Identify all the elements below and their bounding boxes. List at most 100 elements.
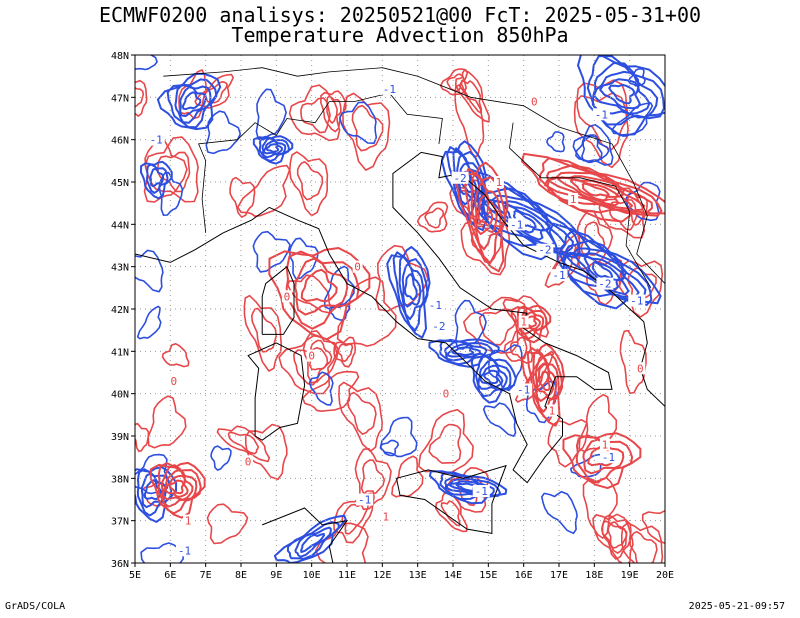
weak-cold-contour	[482, 402, 517, 437]
ligurian-cold-band	[140, 160, 173, 200]
contour-label-text: -1	[178, 544, 191, 557]
weak-warm-contour	[289, 151, 329, 217]
weak-warm-contour-contour	[251, 307, 278, 353]
tyrrhenian-cold-band-contour	[392, 251, 429, 332]
weak-cold-contour-contour	[255, 88, 287, 141]
central-warm-swirl	[268, 247, 371, 341]
weak-cold-contour	[140, 542, 184, 563]
weak-warm-contour-contour	[619, 329, 647, 395]
weak-warm-contour-contour	[460, 209, 511, 276]
weak-cold-contour	[572, 124, 614, 166]
weak-warm-contour	[315, 522, 369, 563]
contour-label-background	[147, 133, 165, 146]
balkan-cold-band-a-contour	[492, 199, 551, 241]
weak-cold-contour	[158, 171, 184, 216]
tyrrhenian-cold-band	[386, 246, 431, 339]
southwest-cold-band-contour	[140, 472, 167, 509]
contour-label: -1	[147, 133, 165, 147]
southwest-cold-band-contour	[135, 466, 178, 523]
contour-label-text: -1	[358, 494, 371, 507]
contour-label-text: 1	[383, 510, 390, 523]
weak-warm-contour-contour	[576, 79, 629, 151]
weak-warm-contour	[161, 343, 190, 368]
weak-warm-contour	[454, 84, 485, 158]
contour-label-background	[596, 277, 614, 290]
balkan-warm-band-contour	[581, 182, 610, 197]
weak-warm-contour-contour	[428, 423, 462, 464]
weak-warm-contour	[147, 395, 187, 449]
weak-warm-contour-contour	[315, 522, 369, 563]
weak-warm-contour-contour	[302, 330, 339, 384]
balkan-cold-band-b	[548, 222, 662, 310]
corsica-coast	[261, 265, 295, 335]
weak-cold-contour	[255, 88, 287, 141]
contour-label-text: -2	[538, 244, 551, 257]
weak-warm-contour-contour	[454, 69, 490, 123]
calabria-cold-band-contour	[475, 354, 512, 398]
contour-label-background	[306, 349, 317, 362]
tyrrhenian-cold-band-contour	[403, 273, 418, 301]
adriatic-warm-band-contour	[455, 161, 509, 273]
contour-label: 1	[380, 510, 391, 523]
contour-label-background	[168, 374, 179, 387]
contour-label: -1	[472, 485, 490, 498]
contour-label: -1	[175, 544, 193, 557]
contour-label-text: 0	[354, 261, 361, 274]
balkan-warm-band-contour	[557, 176, 625, 207]
weak-warm-contour	[194, 73, 234, 109]
lat-tick-label: 47N	[111, 93, 129, 104]
weak-cold-contour	[210, 445, 232, 471]
weak-cold-contour	[546, 131, 566, 153]
weak-cold-contour-contour	[136, 305, 162, 340]
lon-tick-label: 19E	[621, 570, 639, 581]
lon-tick-label: 7E	[200, 570, 212, 581]
weak-cold-contour-contour	[135, 55, 158, 71]
weak-warm-contour-contour	[629, 530, 658, 563]
weak-warm-contour-contour	[333, 336, 357, 368]
southwest-warm-core-contour	[168, 479, 185, 495]
northeast-cold-band-contour	[608, 84, 636, 105]
ligurian-cold-band-contour	[140, 160, 173, 200]
weak-cold-contour	[628, 68, 646, 87]
contour-label-background	[529, 95, 540, 108]
northeast-cold-band-contour	[577, 55, 665, 137]
contour-label-text: 1	[602, 438, 609, 451]
contour-label-background	[426, 298, 444, 311]
contour-label-background	[550, 269, 568, 282]
weak-warm-contour-contour	[135, 86, 145, 108]
alps-cold-core-west-contour	[166, 78, 218, 129]
balkan-east-warm-contour	[575, 434, 634, 483]
contour-label-text: -2	[598, 278, 611, 291]
contour-label-background	[356, 493, 374, 506]
weak-warm-contour-contour	[346, 391, 377, 435]
contour-label-background	[635, 362, 646, 375]
contour-label-background	[493, 176, 504, 188]
lon-tick-label: 5E	[129, 570, 141, 581]
weak-warm-contour-contour	[147, 395, 187, 449]
lat-tick-label: 39N	[111, 432, 129, 443]
weak-warm-contour-contour	[293, 347, 329, 386]
lat-tick-label: 40N	[111, 390, 129, 401]
weak-warm-contour	[573, 92, 629, 169]
contour-label-text: 0	[443, 388, 450, 401]
contour-field-layer	[135, 55, 665, 563]
contour-label-text: -1	[510, 218, 523, 231]
contour-label: -1	[592, 108, 610, 121]
northeast-cold-band-contour	[593, 70, 651, 115]
weak-warm-contour-contour	[203, 81, 228, 104]
weak-warm-contour	[416, 201, 449, 233]
weak-warm-contour-contour	[288, 84, 341, 142]
contour-label-background	[515, 383, 533, 396]
weak-cold-contour	[541, 490, 578, 535]
alps-cold-core-center	[252, 135, 294, 165]
weak-warm-contour	[641, 510, 665, 544]
lon-tick-label: 15E	[479, 570, 497, 581]
contour-label-text: -1	[517, 383, 530, 396]
lon-tick-label: 10E	[303, 570, 321, 581]
contour-label-background	[518, 315, 529, 328]
weak-cold-contour	[205, 110, 242, 155]
weak-cold-contour-contour	[308, 371, 334, 406]
weak-cold-contour-contour	[572, 124, 614, 166]
contour-label-text: 1	[496, 176, 503, 189]
